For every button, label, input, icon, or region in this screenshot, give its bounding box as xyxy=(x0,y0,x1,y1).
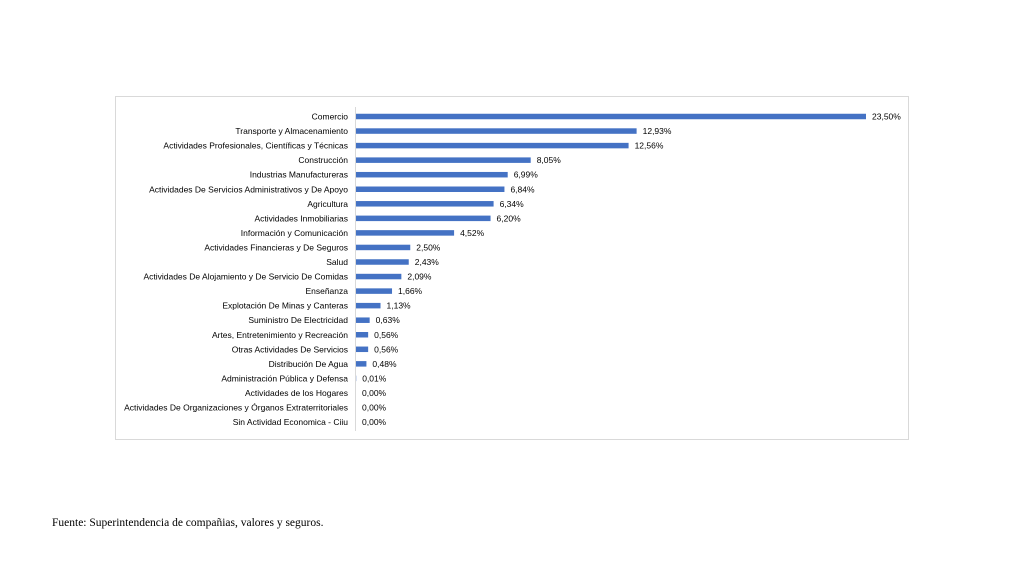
category-label: Sin Actividad Economica - Ciiu xyxy=(233,417,349,427)
bar xyxy=(356,128,637,134)
source-note: Fuente: Superintendencia de compañias, v… xyxy=(52,517,324,529)
category-label: Administración Pública y Defensa xyxy=(221,373,348,383)
category-label: Suministro De Electricidad xyxy=(248,315,348,325)
data-label: 12,93% xyxy=(643,126,672,136)
bar xyxy=(356,332,369,338)
category-label: Industrias Manufactureras xyxy=(250,170,348,180)
bar xyxy=(356,244,411,251)
bars-group xyxy=(356,113,866,382)
bar xyxy=(356,302,381,309)
bar xyxy=(356,142,629,149)
category-label: Artes, Entretenimiento y Recreación xyxy=(212,330,348,340)
category-labels-group: Comercio Transporte y Almacenamiento Activ… xyxy=(124,112,348,428)
category-label: Actividades Financieras y De Seguros xyxy=(204,242,348,252)
bar xyxy=(356,230,455,236)
category-label: Transporte y Almacenamiento xyxy=(235,126,348,136)
data-label: 23,50% xyxy=(872,112,901,122)
data-label: 0,56% xyxy=(374,330,399,340)
data-label: 1,66% xyxy=(398,286,423,296)
data-label: 6,20% xyxy=(497,213,522,223)
data-label: 2,09% xyxy=(407,272,432,282)
data-label: 4,52% xyxy=(460,228,485,238)
category-label: Salud xyxy=(326,257,348,267)
bar xyxy=(356,317,370,323)
category-label: Actividades Profesionales, Científicas y… xyxy=(163,141,348,151)
category-label: Enseñanza xyxy=(305,286,348,296)
bar xyxy=(356,201,494,207)
data-label: 8,05% xyxy=(537,155,562,165)
bar xyxy=(356,361,367,367)
bar xyxy=(356,186,505,192)
bar xyxy=(356,259,409,265)
bar xyxy=(356,157,531,163)
bar xyxy=(356,171,508,178)
data-label: 0,00% xyxy=(362,417,387,427)
data-label: 0,00% xyxy=(362,388,387,398)
category-label: Construcción xyxy=(298,155,348,165)
category-label: Actividades De Servicios Administrativos… xyxy=(149,184,348,194)
data-label: 0,01% xyxy=(362,373,387,383)
data-label: 2,43% xyxy=(415,257,440,267)
category-label: Otras Actividades De Servicios xyxy=(232,344,348,354)
category-label: Actividades De Alojamiento y De Servicio… xyxy=(143,272,348,282)
data-label: 6,84% xyxy=(510,184,535,194)
data-label: 6,99% xyxy=(514,170,539,180)
category-label: Información y Comunicación xyxy=(241,228,349,238)
category-label: Comercio xyxy=(312,112,349,122)
category-label: Actividades Inmobiliarias xyxy=(254,213,348,223)
data-labels-group: 23,50% 12,93% 12,56% 8,05% 6,99% 6,84% 6,34% 6,… xyxy=(362,112,901,428)
data-label: 1,13% xyxy=(387,301,412,311)
data-label: 2,50% xyxy=(416,242,441,252)
category-label: Actividades de los Hogares xyxy=(245,388,348,398)
chart-area: Comercio Transporte y Almacenamiento Activ… xyxy=(115,96,909,440)
category-label: Explotación De Minas y Canteras xyxy=(222,301,348,311)
category-label: Actividades De Organizaciones y Órganos … xyxy=(124,403,348,413)
data-label: 0,48% xyxy=(372,359,397,369)
data-label: 6,34% xyxy=(500,199,525,209)
bar xyxy=(356,113,866,120)
bar xyxy=(356,215,491,222)
data-label: 12,56% xyxy=(635,141,664,151)
data-label: 0,63% xyxy=(376,315,401,325)
category-label: Agricultura xyxy=(307,199,348,209)
category-label: Distribución De Agua xyxy=(269,359,349,369)
data-label: 0,00% xyxy=(362,403,387,413)
bar xyxy=(356,288,393,294)
bar xyxy=(356,273,402,280)
bar-chart: Comercio Transporte y Almacenamiento Activ… xyxy=(124,107,901,431)
bar xyxy=(356,346,369,353)
data-label: 0,56% xyxy=(374,344,399,354)
